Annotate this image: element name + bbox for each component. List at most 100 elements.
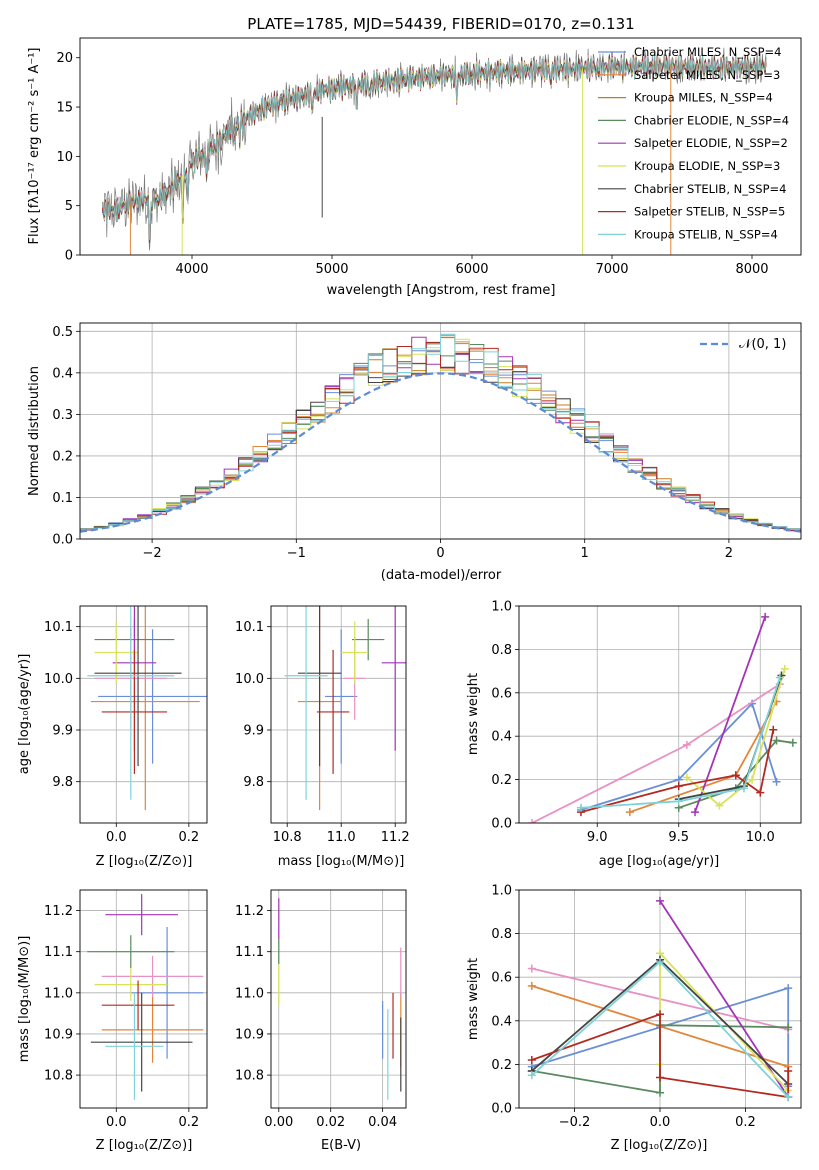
x-tick-label: 9.0 — [587, 830, 608, 845]
error-bar-point — [130, 927, 204, 1059]
weight-vs-age-ylabel: mass weight — [466, 673, 481, 755]
y-tick-label: 0.6 — [491, 686, 512, 701]
x-tick-label: 0 — [436, 546, 444, 561]
y-tick-label: 10 — [56, 150, 73, 165]
mass-weight-marker — [784, 984, 793, 993]
x-tick-label: 0.2 — [179, 830, 200, 845]
gridlines — [271, 890, 406, 1108]
mass-weight-line — [580, 701, 778, 811]
y-tick-label: 0.2 — [52, 449, 73, 464]
error-bar-point — [87, 606, 175, 800]
error-bar-point — [381, 606, 406, 751]
y-tick-label: 0.0 — [491, 817, 512, 832]
mass-vs-z-ylabel: mass [log₁₀(M/M⊙)] — [17, 936, 32, 1063]
x-tick-label: 10.0 — [746, 830, 775, 845]
error-bar-point — [105, 992, 164, 1100]
y-tick-label: 0.1 — [52, 491, 73, 506]
histogram-step-line — [80, 333, 801, 533]
x-tick-label: −0.2 — [559, 1115, 591, 1130]
x-tick-label: 1 — [581, 546, 589, 561]
legend-entry: Kroupa ELODIE, N_SSP=3 — [634, 159, 780, 173]
mass-weight-marker — [731, 771, 740, 780]
axes-frame — [270, 605, 407, 824]
mass-weight-marker — [656, 957, 664, 966]
plot-area — [80, 333, 801, 533]
error-bar-point — [101, 996, 204, 1063]
mass-weight-marker — [682, 740, 691, 749]
mass-weight-marker — [528, 819, 537, 823]
mass-weight-marker — [748, 775, 757, 784]
mass-weight-line — [531, 986, 790, 1087]
axes-frame — [79, 322, 802, 540]
x-tick-label: 7000 — [595, 262, 628, 277]
legend-entry: Chabrier STELIB, N_SSP=4 — [634, 182, 786, 196]
mass-weight-marker — [527, 1056, 536, 1065]
mass-weight-marker — [576, 803, 585, 812]
plot-area — [87, 606, 207, 811]
histogram-ylabel: Normed distribution — [27, 366, 42, 496]
histogram-legend-label: 𝒩(0, 1) — [739, 337, 786, 352]
weight-vs-age-panel: age [log₁₀(age/yr)] mass weight 9.0 9.5 10… — [466, 600, 802, 869]
x-tick-label: 5000 — [315, 262, 348, 277]
legend-entry: Kroupa STELIB, N_SSP=4 — [634, 227, 778, 241]
mass-weight-line — [580, 677, 781, 809]
legend-entry: Chabrier MILES, N_SSP=4 — [634, 45, 781, 59]
mass-weight-marker — [769, 725, 778, 734]
mass-vs-ebv-panel: E(B-V) 0.00 0.02 0.04 10.8 10.9 11.0 11.1 11.2 — [235, 889, 407, 1153]
mass-weight-marker — [784, 1066, 793, 1075]
age-vs-mass-xlabel: mass [log₁₀(M/M⊙)] — [278, 854, 405, 869]
mass-vs-z-xlabel: Z [log₁₀(Z/Z⊙)] — [96, 1138, 193, 1153]
plot-area — [278, 898, 402, 1100]
y-tick-label: 11.2 — [44, 904, 73, 919]
y-tick-label: 1.0 — [491, 600, 512, 615]
mass-weight-marker — [527, 964, 536, 973]
x-tick-label: −1 — [287, 546, 306, 561]
mass-weight-marker — [656, 1088, 664, 1097]
axes-frame — [79, 605, 208, 824]
ticks: 9.0 9.5 10.0 0.0 0.2 0.4 0.6 0.8 1.0 — [491, 600, 774, 846]
x-tick-label: −2 — [143, 546, 162, 561]
y-tick-label: 0.4 — [491, 730, 512, 745]
ticks: 0.00 0.02 0.04 10.8 10.9 11.0 11.1 11.2 — [235, 904, 397, 1130]
x-tick-label: 6000 — [455, 262, 488, 277]
mass-weight-marker — [656, 1073, 664, 1082]
axes-frame — [270, 889, 407, 1109]
error-bar-point — [101, 649, 168, 774]
y-tick-label: 11.1 — [44, 945, 73, 960]
spectrum-ylabel: Flux [fλ10⁻¹⁷ erg cm⁻² s⁻¹ A⁻¹] — [27, 48, 42, 245]
axes-frame — [518, 605, 802, 824]
y-tick-label: 9.8 — [243, 775, 264, 790]
error-bar-point — [341, 621, 369, 684]
mass-weight-marker — [527, 1071, 536, 1080]
normal-reference-curve — [80, 372, 801, 533]
error-bar-point — [316, 649, 350, 774]
axes-frame — [518, 889, 802, 1109]
mass-weight-marker — [761, 612, 770, 621]
x-tick-label: 0.02 — [316, 1115, 345, 1130]
x-tick-label: 4000 — [175, 262, 208, 277]
legend-entry: Salpeter MILES, N_SSP=3 — [634, 68, 780, 82]
y-tick-label: 0.2 — [491, 1058, 512, 1073]
y-tick-label: 10.9 — [44, 1027, 73, 1042]
error-bar-point — [101, 955, 204, 997]
weight-vs-age-xlabel: age [log₁₀(age/yr)] — [599, 854, 720, 869]
mass-weight-marker — [788, 738, 797, 747]
histogram-panel: (data-model)/error Normed distribution 𝒩… — [27, 322, 802, 583]
mass-weight-marker — [772, 777, 781, 786]
ticks: 0.0 0.2 9.8 9.9 10.0 10.1 — [44, 620, 199, 845]
spectrum-panel: PLATE=1785, MJD=54439, FIBERID=0170, z=0… — [27, 15, 802, 298]
plot-area — [87, 894, 204, 1100]
ticks: 0.0 0.2 10.8 10.9 11.0 11.1 11.2 — [44, 904, 199, 1130]
mass-weight-marker — [784, 1093, 793, 1102]
x-tick-label: 0.0 — [650, 1115, 671, 1130]
error-bar-point — [87, 935, 175, 969]
y-tick-label: 1.0 — [491, 884, 512, 899]
mass-weight-marker — [674, 797, 683, 806]
y-tick-label: 0.4 — [491, 1014, 512, 1029]
y-tick-label: 0.0 — [52, 533, 73, 548]
x-tick-label: 0.0 — [106, 830, 127, 845]
y-tick-label: 0.0 — [491, 1102, 512, 1117]
mass-vs-z-panel: Z [log₁₀(Z/Z⊙)] mass [log₁₀(M/M⊙)] 0.0 0.… — [17, 889, 208, 1153]
axes-frame — [79, 889, 208, 1109]
